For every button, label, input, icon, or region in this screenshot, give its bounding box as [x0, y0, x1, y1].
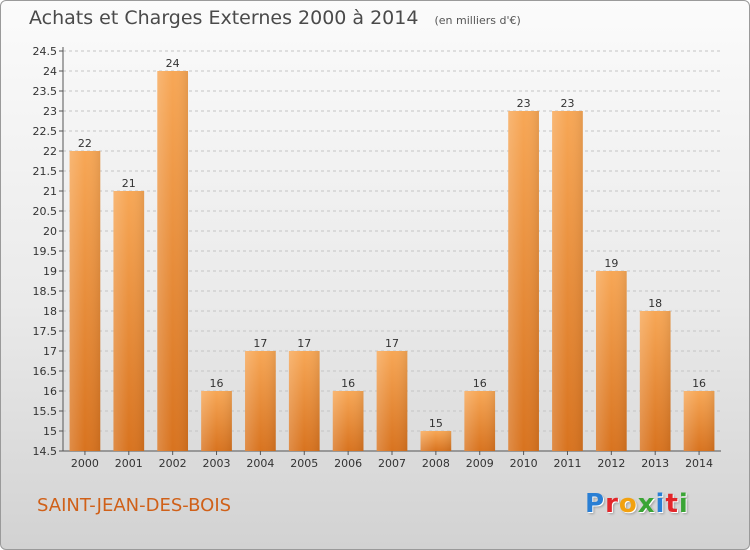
y-tick-label: 23.5 — [33, 85, 58, 98]
x-tick-label: 2009 — [466, 457, 494, 470]
bar-shade — [288, 351, 320, 451]
data-label: 17 — [385, 337, 399, 350]
data-label: 22 — [78, 137, 92, 150]
data-label: 16 — [473, 377, 487, 390]
logo-letter: x — [637, 489, 656, 519]
x-tick-label: 2013 — [641, 457, 669, 470]
data-label: 15 — [429, 417, 443, 430]
y-tick-label: 14.5 — [33, 445, 58, 458]
bar-shade — [113, 191, 145, 451]
y-tick-label: 22.5 — [33, 125, 58, 138]
y-tick-label: 15 — [43, 425, 57, 438]
y-tick-label: 20 — [43, 225, 57, 238]
data-label: 23 — [517, 97, 531, 110]
bar-shade — [639, 311, 671, 451]
x-tick-label: 2012 — [597, 457, 625, 470]
logo-letter: r — [605, 489, 619, 519]
y-tick-label: 15.5 — [33, 405, 58, 418]
proxiti-logo: Proxiti — [585, 489, 689, 519]
x-tick-label: 2001 — [115, 457, 143, 470]
bar-shade — [245, 351, 276, 451]
x-tick-label: 2007 — [378, 457, 406, 470]
y-tick-label: 18 — [43, 305, 57, 318]
chart-unit-note: (en milliers d'€) — [434, 14, 521, 27]
y-tick-label: 18.5 — [33, 285, 58, 298]
data-label: 16 — [341, 377, 355, 390]
bar-shade — [464, 391, 496, 451]
y-tick-label: 19 — [43, 265, 57, 278]
bar-shade — [332, 391, 364, 451]
logo-letter: o — [618, 489, 638, 519]
y-tick-label: 20.5 — [33, 205, 58, 218]
data-label: 16 — [210, 377, 224, 390]
data-label: 21 — [122, 177, 136, 190]
y-tick-label: 16.5 — [33, 365, 58, 378]
bar-shade — [376, 351, 408, 451]
x-tick-label: 2000 — [71, 457, 99, 470]
x-tick-label: 2008 — [422, 457, 450, 470]
data-label: 18 — [648, 297, 662, 310]
logo-letter: i — [655, 489, 666, 519]
x-tick-label: 2014 — [685, 457, 713, 470]
y-tick-label: 19.5 — [33, 245, 58, 258]
y-tick-label: 24 — [43, 65, 57, 78]
x-tick-label: 2004 — [246, 457, 274, 470]
data-label: 16 — [692, 377, 706, 390]
y-tick-label: 21.5 — [33, 165, 58, 178]
x-tick-label: 2003 — [203, 457, 231, 470]
bar-shade — [420, 431, 452, 451]
place-name: SAINT-JEAN-DES-BOIS — [37, 495, 232, 516]
chart-title-block: Achats et Charges Externes 2000 à 2014 (… — [29, 7, 521, 29]
bar-shade — [69, 151, 101, 451]
y-tick-label: 22 — [43, 145, 57, 158]
x-tick-label: 2002 — [159, 457, 187, 470]
x-tick-label: 2006 — [334, 457, 362, 470]
bar-shade — [508, 111, 539, 451]
bar-shade — [552, 111, 583, 451]
bar-shade — [683, 391, 715, 451]
x-tick-label: 2011 — [553, 457, 581, 470]
chart-title: Achats et Charges Externes 2000 à 2014 — [29, 7, 419, 29]
bar-shade — [201, 391, 232, 451]
y-tick-label: 16 — [43, 385, 57, 398]
y-tick-label: 17.5 — [33, 325, 58, 338]
x-tick-label: 2005 — [290, 457, 318, 470]
bar-shade — [157, 71, 189, 451]
logo-letter: t — [665, 489, 679, 519]
data-label: 24 — [166, 57, 180, 70]
y-tick-label: 24.5 — [33, 45, 58, 58]
y-tick-label: 23 — [43, 105, 57, 118]
data-label: 17 — [297, 337, 311, 350]
data-label: 19 — [604, 257, 618, 270]
data-label: 23 — [560, 97, 574, 110]
data-label: 17 — [253, 337, 267, 350]
logo-letter: i — [678, 489, 689, 519]
x-tick-label: 2010 — [510, 457, 538, 470]
y-tick-label: 17 — [43, 345, 57, 358]
y-tick-label: 21 — [43, 185, 57, 198]
logo-letter: P — [585, 489, 606, 519]
bar-shade — [595, 271, 627, 451]
